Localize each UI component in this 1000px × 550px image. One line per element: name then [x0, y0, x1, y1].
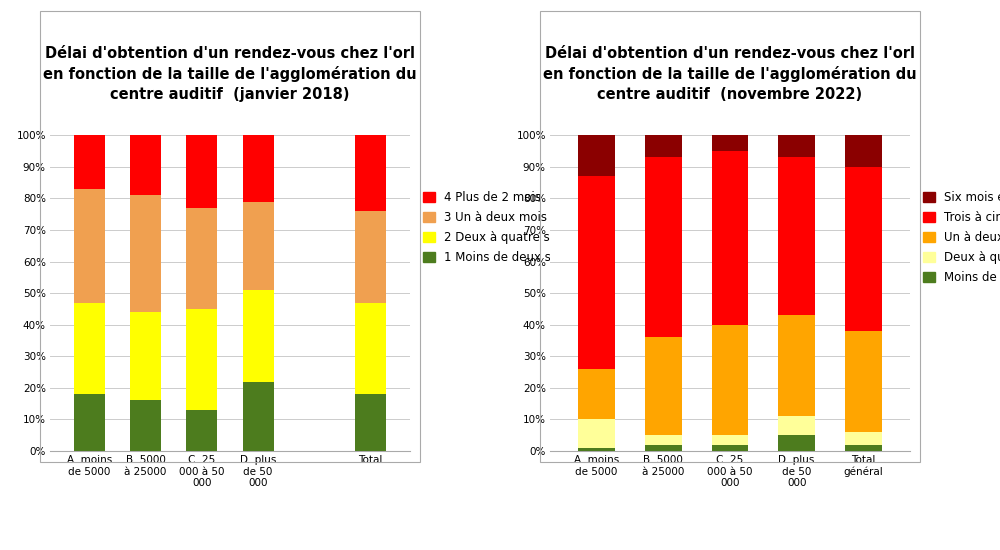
Bar [355, 135, 386, 211]
Bar [778, 435, 815, 451]
Bar [355, 394, 386, 451]
Bar [74, 189, 105, 302]
Bar [578, 420, 615, 448]
Bar [74, 302, 105, 394]
Bar [130, 195, 161, 312]
Bar [243, 290, 274, 382]
Bar [243, 201, 274, 290]
Bar [578, 369, 615, 420]
Bar [243, 382, 274, 451]
Bar [130, 135, 161, 195]
Bar [645, 445, 682, 451]
Bar [845, 432, 882, 445]
Bar [845, 445, 882, 451]
Legend: 4 Plus de 2 mois, 3 Un à deux mois, 2 Deux à quatre semaines, 1 Moins de deux se: 4 Plus de 2 mois, 3 Un à deux mois, 2 De… [423, 191, 601, 264]
Bar [645, 157, 682, 337]
Bar [130, 400, 161, 451]
Bar [243, 135, 274, 201]
Bar [645, 435, 682, 445]
Bar [186, 309, 217, 410]
Bar [712, 151, 748, 324]
Bar [578, 177, 615, 369]
Bar [578, 448, 615, 451]
Bar [645, 337, 682, 435]
Bar [186, 208, 217, 309]
Bar [645, 135, 682, 157]
Bar [778, 315, 815, 416]
Bar [74, 135, 105, 189]
Bar [845, 167, 882, 331]
Bar [778, 416, 815, 435]
Title: Délai d'obtention d'un rendez-vous chez l'orl
en fonction de la taille de l'aggl: Délai d'obtention d'un rendez-vous chez … [543, 46, 917, 102]
Bar [355, 211, 386, 303]
Bar [778, 135, 815, 157]
Bar [186, 410, 217, 451]
Bar [712, 135, 748, 151]
Bar [712, 435, 748, 445]
Bar [778, 157, 815, 315]
Bar [845, 331, 882, 432]
Bar [74, 394, 105, 451]
Bar [845, 135, 882, 167]
Bar [355, 302, 386, 394]
Bar [578, 135, 615, 177]
Title: Délai d'obtention d'un rendez-vous chez l'orl
en fonction de la taille de l'aggl: Délai d'obtention d'un rendez-vous chez … [43, 46, 417, 102]
Bar [712, 445, 748, 451]
Legend: Six mois et plus, Trois à cinq mois, Un à deux mois, Deux à quatre semaines, Moi: Six mois et plus, Trois à cinq mois, Un … [923, 191, 1000, 284]
Bar [712, 324, 748, 435]
Bar [186, 135, 217, 208]
Bar [130, 312, 161, 400]
